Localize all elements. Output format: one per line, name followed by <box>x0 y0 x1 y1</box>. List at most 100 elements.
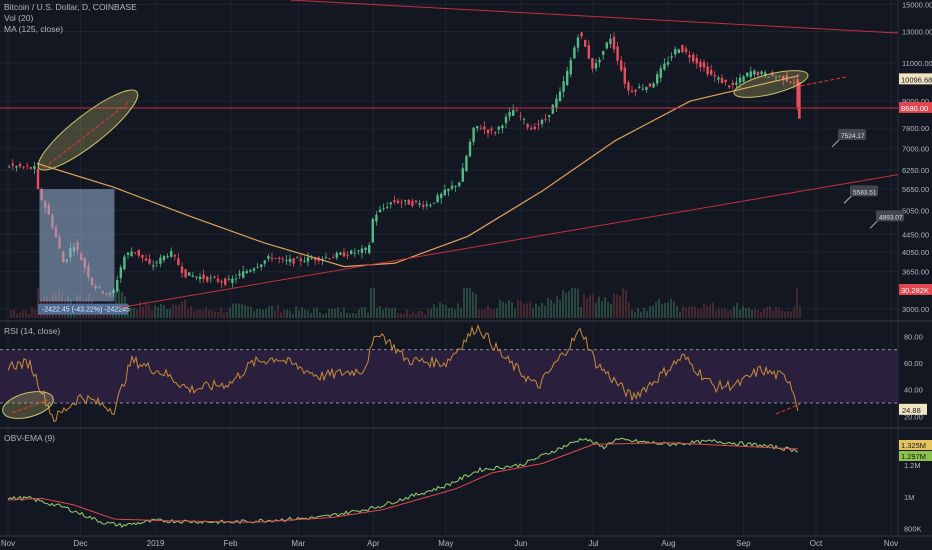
candle-body <box>162 255 166 261</box>
rsi-y-tick: 40.00 <box>904 386 923 395</box>
volume-bar <box>193 311 195 318</box>
candle-body <box>659 68 662 78</box>
volume-bar <box>646 311 648 318</box>
volume-bar <box>781 310 783 318</box>
candle-body <box>555 98 558 109</box>
obv-y-tick: 1.2M <box>904 461 921 470</box>
candle-body <box>677 49 680 53</box>
candle-body <box>796 79 799 107</box>
measure-box <box>39 189 115 302</box>
volume-bar <box>655 301 657 318</box>
candle-body <box>692 54 695 62</box>
candle-body <box>706 66 709 75</box>
candle-body <box>364 247 367 250</box>
candle-body <box>508 112 511 117</box>
candle-body <box>778 75 781 77</box>
volume-bar <box>337 306 339 318</box>
candle-body <box>717 77 720 80</box>
volume-bar <box>346 312 348 318</box>
candle-body <box>515 110 518 112</box>
candle-body <box>746 72 749 77</box>
candle-body <box>695 58 698 64</box>
candle-body <box>134 251 137 253</box>
candle-body <box>447 188 450 192</box>
volume-bar <box>376 307 378 318</box>
volume-bar <box>631 310 633 318</box>
candle-body <box>224 278 227 285</box>
x-tick-label: Aug <box>661 539 675 548</box>
rsi-y-tick: 60.00 <box>904 359 923 368</box>
volume-bar <box>553 303 555 318</box>
candle-body <box>598 59 601 63</box>
candle-body <box>767 76 770 78</box>
candle-body <box>173 255 176 257</box>
candle-body <box>299 258 302 262</box>
volume-bar <box>415 313 417 318</box>
candle-body <box>443 189 446 196</box>
candle-body <box>720 77 724 84</box>
obv-value-tag <box>899 451 932 461</box>
volume-bar <box>250 306 252 318</box>
volume-bar <box>712 302 714 318</box>
volume-bar <box>550 300 552 318</box>
y-tick-label: 13000.00 <box>902 28 932 37</box>
ma-price-label: 10096.68 <box>901 75 932 84</box>
volume-bar <box>490 308 492 318</box>
volume-bar <box>718 308 720 318</box>
volume-bar <box>436 307 438 318</box>
volume-bar <box>133 307 135 318</box>
candle-body <box>180 266 184 273</box>
candle-body <box>368 245 371 253</box>
volume-bar <box>700 308 702 318</box>
volume-bar <box>502 301 504 318</box>
volume-bar <box>175 304 177 318</box>
candle-body <box>231 278 234 283</box>
volume-bar <box>661 304 663 318</box>
candle-body <box>738 77 742 83</box>
candle-body <box>346 254 349 256</box>
volume-bar <box>679 311 681 318</box>
candle-body <box>357 250 360 252</box>
candle-body <box>335 252 338 258</box>
candle-body <box>666 61 670 65</box>
y-tick-label: 11000.00 <box>902 59 932 68</box>
volume-bar <box>613 293 615 318</box>
candle-body <box>620 60 623 71</box>
volume-bar <box>223 312 225 318</box>
volume-bar <box>427 308 429 318</box>
candle-body <box>429 205 432 207</box>
y-tick-label: 9000.00 <box>902 97 929 106</box>
candle-body <box>371 218 374 243</box>
candle-body <box>735 82 738 85</box>
volume-bar <box>298 310 300 318</box>
obv-y-tick: 800K <box>904 525 922 534</box>
volume-bar <box>31 307 33 318</box>
volume-bar <box>748 307 750 318</box>
volume-bar <box>682 306 684 318</box>
candle-body <box>440 193 443 199</box>
candle-body <box>166 256 169 258</box>
volume-bar <box>199 309 201 318</box>
note-label: 7524.17 <box>841 133 865 140</box>
candle-body <box>137 249 140 256</box>
volume-bar <box>763 308 765 318</box>
rsi-band <box>0 349 898 403</box>
candle-body <box>609 38 612 44</box>
volume-bar <box>538 306 540 318</box>
volume-bar <box>307 310 309 318</box>
symbol-title: Bitcoin / U.S. Dollar, D, COINBASE <box>4 2 137 12</box>
candle-body <box>710 69 713 75</box>
candle-body <box>576 37 580 48</box>
volume-bar <box>457 303 459 318</box>
candle-body <box>627 82 630 91</box>
obv-ema-line <box>7 442 799 523</box>
rsi-legend: RSI (14, close) <box>4 326 61 336</box>
y-tick-label: 6250.00 <box>902 166 929 175</box>
volume-bar <box>394 307 396 318</box>
obv-value-tag <box>899 440 932 450</box>
volume-bar <box>265 308 267 318</box>
volume-bar <box>628 302 630 318</box>
candle-body <box>198 276 202 280</box>
candle-body <box>537 123 540 125</box>
